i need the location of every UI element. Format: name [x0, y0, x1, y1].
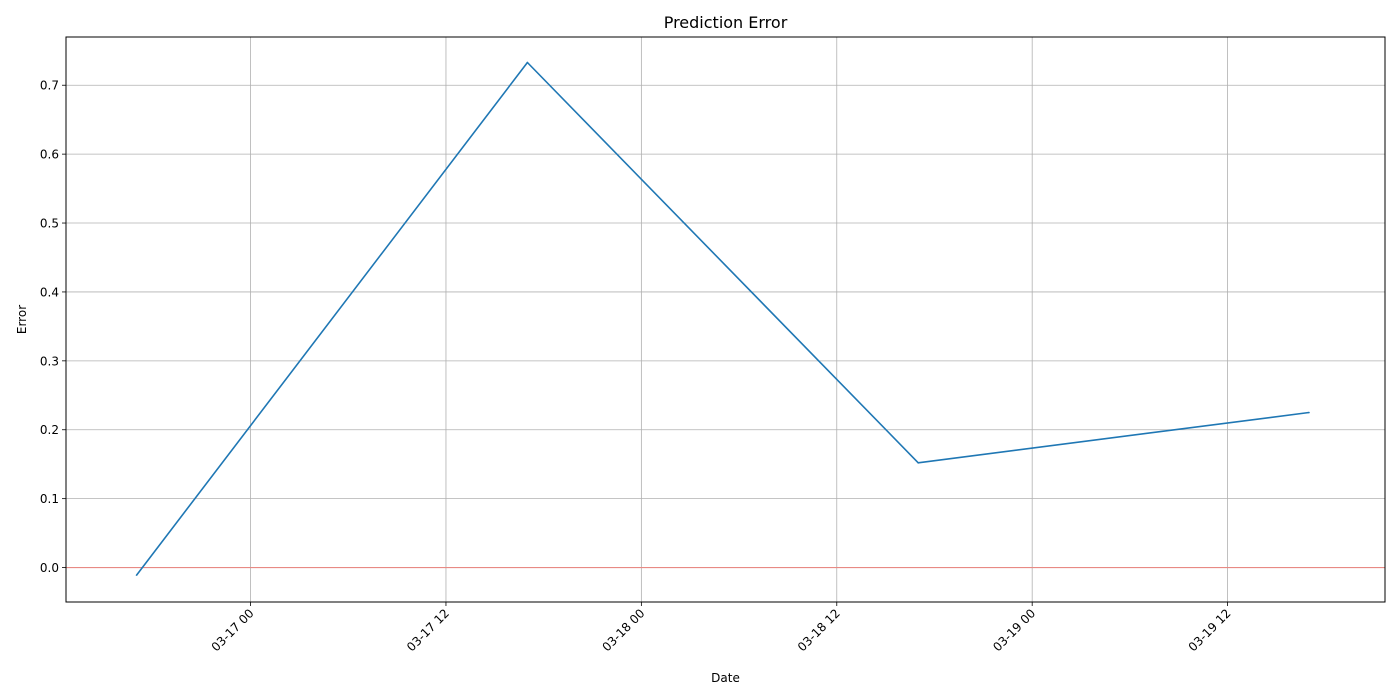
x-tick-label: 03-19 00: [990, 606, 1038, 654]
y-tick-label: 0.3: [40, 354, 59, 368]
chart-title: Prediction Error: [664, 13, 788, 32]
x-axis: 03-17 00 03-17 12 03-18 00 03-18 12 03-19 00…: [209, 602, 1234, 654]
y-tick-label: 0.7: [40, 79, 59, 93]
y-tick-label: 0.6: [40, 148, 59, 162]
y-tick-label: 0.2: [40, 423, 59, 437]
data-point: [135, 574, 138, 576]
x-tick-label: 03-17 00: [209, 606, 257, 654]
y-axis: 0.0 0.1 0.2 0.3 0.4 0.5 0.6 0.7: [40, 79, 66, 575]
series-line: [135, 61, 1310, 576]
y-axis-title: Error: [15, 305, 29, 334]
data-point: [1308, 411, 1310, 414]
y-tick-label: 0.4: [40, 285, 59, 299]
x-tick-label: 03-18 12: [795, 606, 843, 654]
x-axis-title: Date: [711, 671, 740, 685]
y-tick-label: 0.1: [40, 492, 59, 506]
x-tick-label: 03-19 12: [1186, 606, 1234, 654]
grid: [66, 37, 1385, 602]
x-tick-label: 03-17 12: [404, 606, 452, 654]
x-tick-label: 03-18 00: [599, 606, 647, 654]
y-tick-label: 0.5: [40, 217, 59, 231]
plot-frame: [65, 36, 1386, 603]
data-point: [917, 462, 919, 464]
data-point: [526, 61, 529, 64]
series-layer: [135, 61, 1310, 576]
y-tick-label: 0.0: [40, 561, 59, 575]
